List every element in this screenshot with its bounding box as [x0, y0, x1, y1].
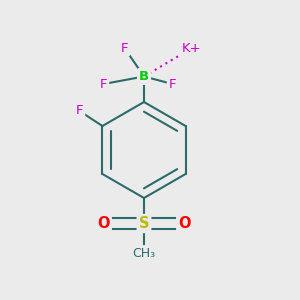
Text: F: F — [169, 77, 176, 91]
Text: F: F — [76, 104, 83, 118]
Text: B: B — [139, 70, 149, 83]
Text: F: F — [100, 77, 107, 91]
Text: O: O — [97, 216, 110, 231]
Text: K+: K+ — [182, 41, 202, 55]
Text: S: S — [139, 216, 149, 231]
Text: O: O — [178, 216, 191, 231]
Text: F: F — [121, 41, 128, 55]
Text: CH₃: CH₃ — [132, 247, 156, 260]
